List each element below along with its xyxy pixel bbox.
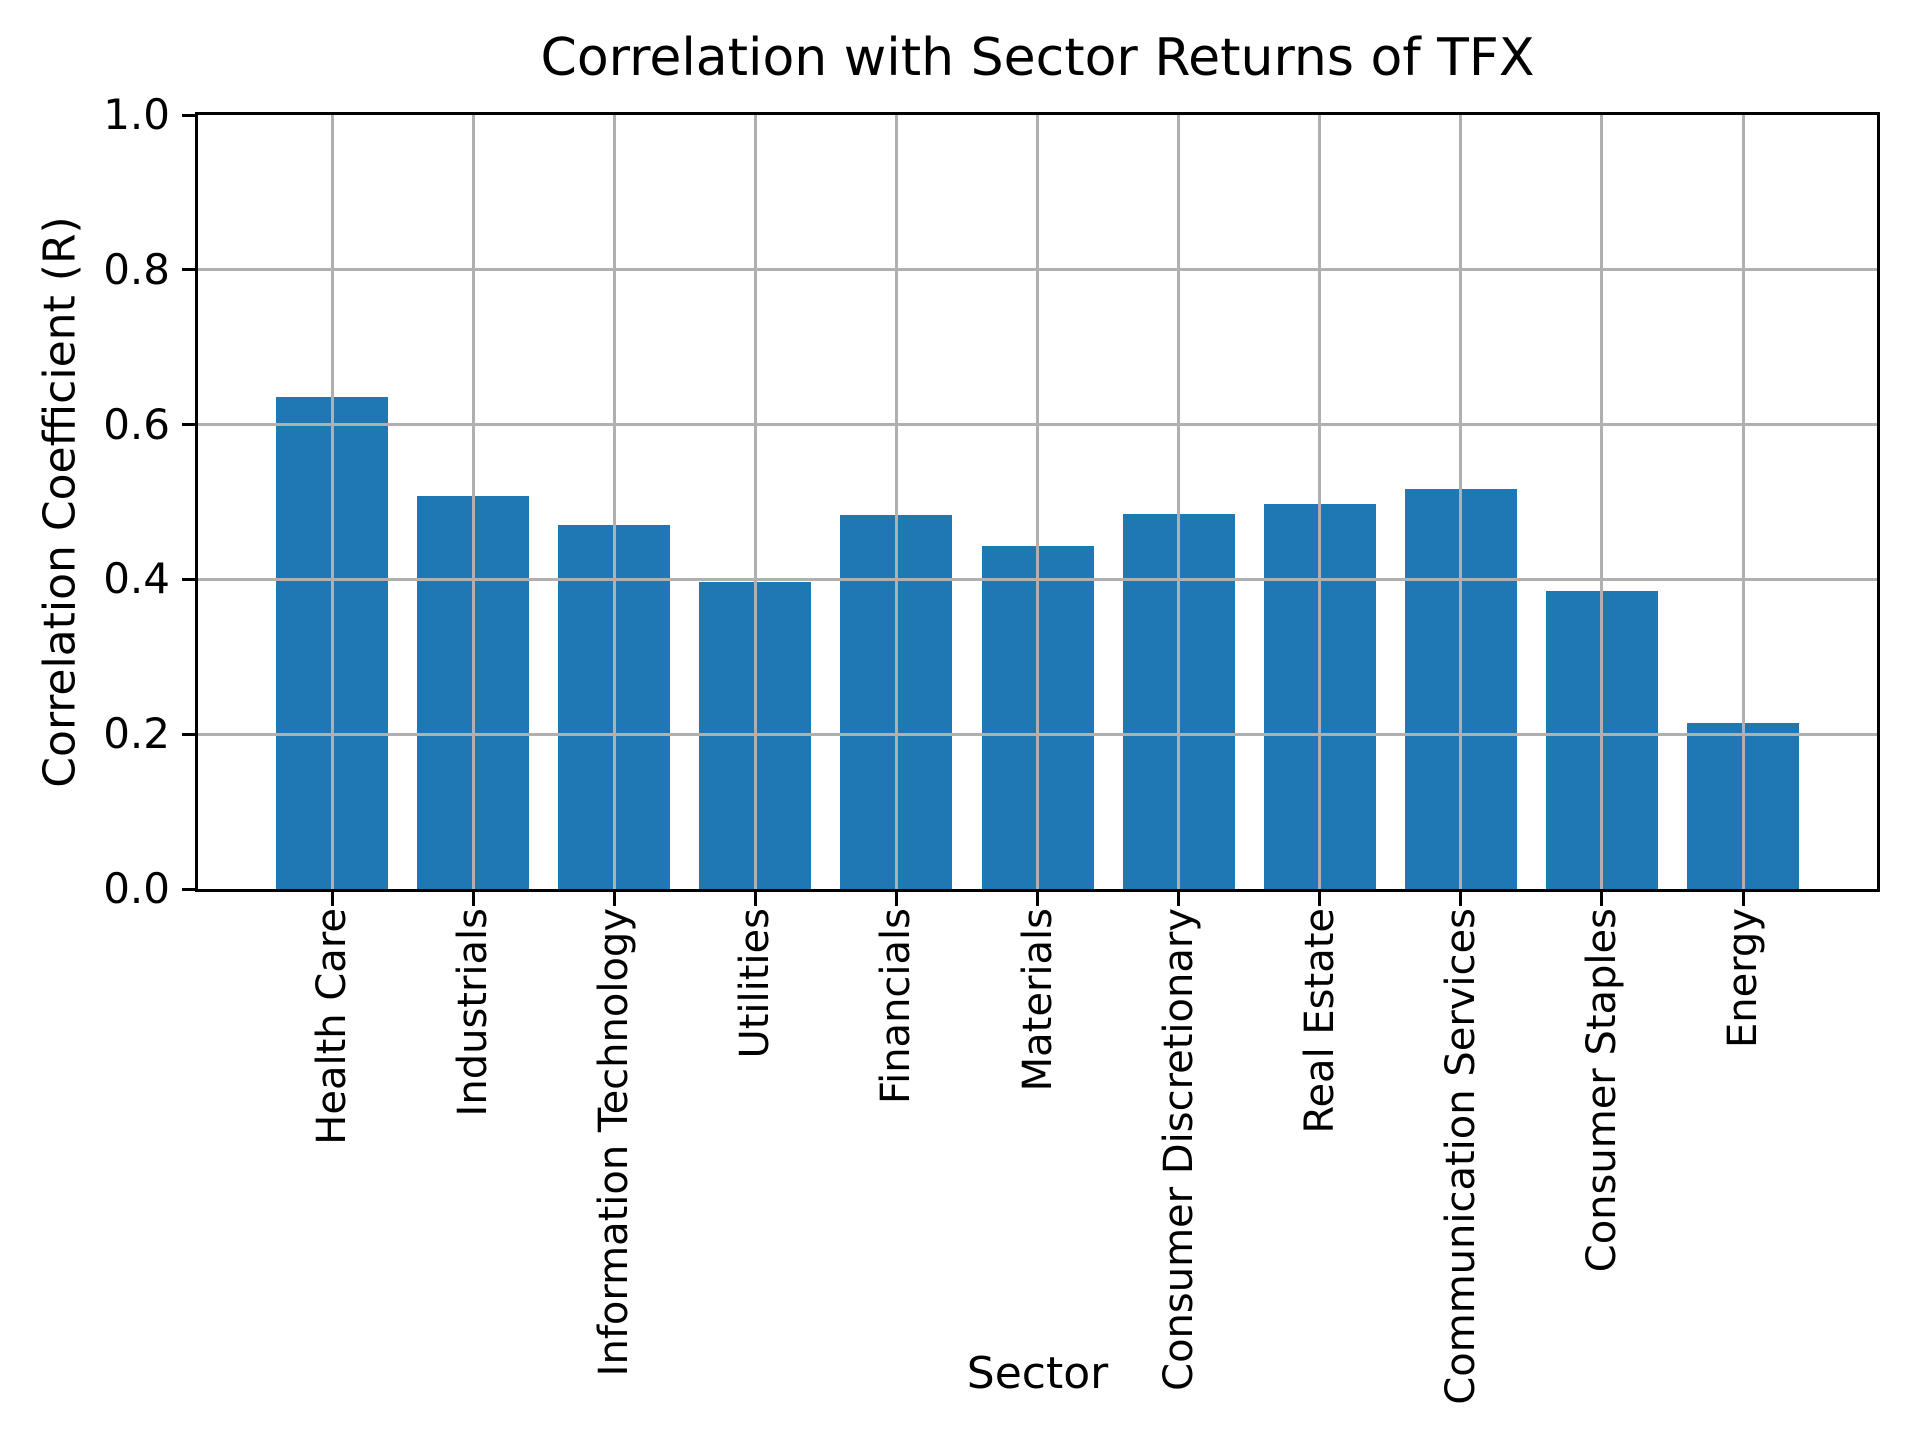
y-tick-label: 0.8	[103, 245, 170, 294]
gridline-x	[895, 115, 898, 889]
y-tick-mark	[182, 578, 196, 581]
y-tick-label: 0.6	[103, 400, 170, 449]
x-tick-label-information-technology: Information Technology	[591, 908, 637, 1377]
gridline-x	[1459, 115, 1462, 889]
x-tick-label-materials: Materials	[1015, 908, 1061, 1092]
y-tick-label: 1.0	[103, 90, 170, 139]
gridline-x	[1036, 115, 1039, 889]
x-tick-label-health-care: Health Care	[309, 908, 355, 1145]
y-tick-mark	[182, 114, 196, 117]
x-tick-mark	[613, 892, 616, 906]
x-tick-label-financials: Financials	[873, 908, 919, 1104]
gridline-x	[331, 115, 334, 889]
x-tick-mark	[754, 892, 757, 906]
x-tick-mark	[1742, 892, 1745, 906]
axes-spines	[195, 112, 1880, 892]
x-axis-label: Sector	[966, 1348, 1109, 1399]
gridline-x	[754, 115, 757, 889]
x-tick-mark	[331, 892, 334, 906]
y-tick-mark	[182, 423, 196, 426]
y-tick-label: 0.4	[103, 554, 170, 603]
x-tick-mark	[895, 892, 898, 906]
y-tick-mark	[182, 268, 196, 271]
x-tick-label-utilities: Utilities	[732, 908, 778, 1059]
x-tick-label-industrials: Industrials	[450, 908, 496, 1117]
x-tick-label-communication-services: Communication Services	[1438, 908, 1484, 1405]
y-tick-mark	[182, 733, 196, 736]
x-tick-label-consumer-staples: Consumer Staples	[1579, 908, 1625, 1273]
x-tick-label-energy: Energy	[1720, 908, 1766, 1049]
x-tick-mark	[472, 892, 475, 906]
chart-title: Correlation with Sector Returns of TFX	[540, 28, 1535, 88]
gridline-x	[1318, 115, 1321, 889]
x-tick-mark	[1600, 892, 1603, 906]
y-tick-mark	[182, 888, 196, 891]
y-tick-label: 0.0	[103, 864, 170, 913]
x-tick-mark	[1459, 892, 1462, 906]
gridline-x	[613, 115, 616, 889]
gridline-x	[472, 115, 475, 889]
gridline-x	[1177, 115, 1180, 889]
x-tick-label-real-estate: Real Estate	[1297, 908, 1343, 1134]
y-axis-label: Correlation Coefficient (R)	[34, 216, 86, 788]
x-tick-mark	[1036, 892, 1039, 906]
x-tick-mark	[1177, 892, 1180, 906]
x-tick-label-consumer-discretionary: Consumer Discretionary	[1156, 908, 1202, 1391]
y-tick-label: 0.2	[103, 709, 170, 758]
x-tick-mark	[1318, 892, 1321, 906]
gridline-x	[1600, 115, 1603, 889]
gridline-x	[1742, 115, 1745, 889]
